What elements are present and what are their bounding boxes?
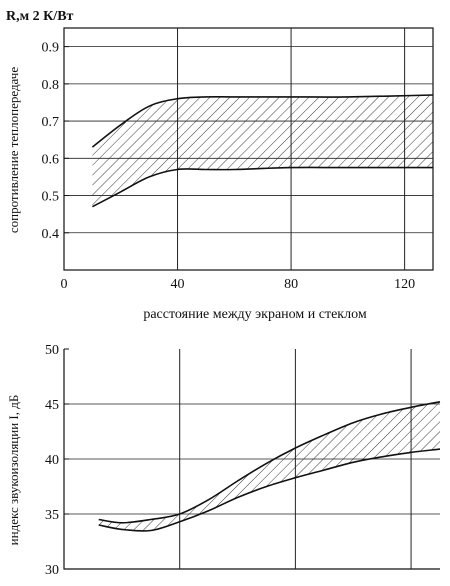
y-tick-label: 0.9 <box>42 41 60 56</box>
y-tick-label: 40 <box>45 453 59 468</box>
series-line-upper <box>91 94 434 148</box>
series-line-lower <box>98 448 441 532</box>
series-line-upper <box>98 401 441 524</box>
y-tick-labels: 0.4 0.5 0.6 0.7 0.8 0.9 <box>42 41 69 242</box>
sound-insulation-chart: 30 35 40 45 50 индекс звукоизоляции I, дБ <box>6 343 441 578</box>
heat-resistance-chart: 0.4 0.5 0.6 0.7 0.8 0.9 0 40 80 120 R,м 2 К/Вт с… <box>6 9 434 322</box>
y-tick-label: 0.5 <box>42 190 60 205</box>
band-area <box>92 95 434 207</box>
y-tick-label: 50 <box>45 343 59 358</box>
corner-axis-label: R,м 2 К/Вт <box>6 9 74 24</box>
y-tick-label: 30 <box>45 563 59 578</box>
y-tick-label: 0.6 <box>42 152 60 167</box>
y-tick-label: 45 <box>45 398 59 413</box>
x-tick-label: 120 <box>394 277 415 292</box>
y-axis-label: сопротивление теплопередаче <box>6 67 21 233</box>
y-tick-label: 0.7 <box>42 115 60 130</box>
y-tick-label: 0.8 <box>42 78 60 93</box>
series-line-lower <box>92 166 433 208</box>
x-axis-label: расстояние между экраном и стеклом <box>143 307 366 322</box>
y-tick-label: 35 <box>45 508 59 523</box>
y-tick-label: 0.4 <box>42 227 60 242</box>
x-tick-label: 40 <box>171 277 185 292</box>
x-tick-label: 80 <box>284 277 298 292</box>
grid <box>64 349 440 569</box>
x-tick-labels: 0 40 80 120 <box>61 277 416 292</box>
band-area <box>98 401 440 532</box>
y-tick-labels: 30 35 40 45 50 <box>45 343 69 578</box>
x-tick-label: 0 <box>61 277 68 292</box>
grid <box>64 28 433 270</box>
y-axis-label: индекс звукоизоляции I, дБ <box>6 395 21 546</box>
